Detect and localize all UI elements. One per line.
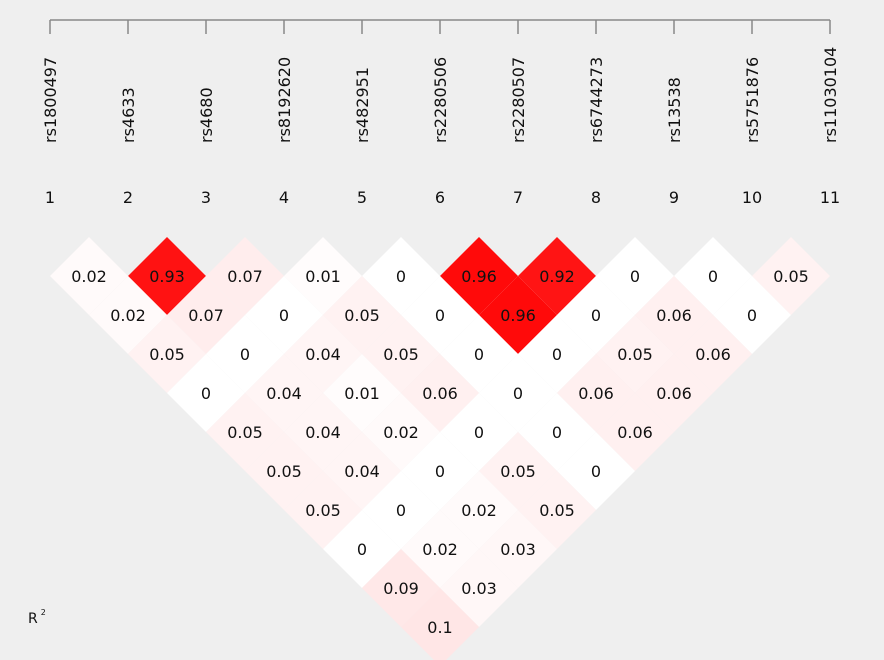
ld-cell-value: 0.02 bbox=[383, 423, 419, 442]
snp-index: 9 bbox=[669, 188, 679, 207]
ld-cell-value: 0 bbox=[552, 423, 562, 442]
snp-index: 8 bbox=[591, 188, 601, 207]
snp-labels: rs1800497 rs4633 rs4680 rs8192620 rs482951 rs… bbox=[41, 47, 840, 143]
snp-label: rs4633 bbox=[119, 87, 138, 143]
ld-cell-value: 0 bbox=[435, 306, 445, 325]
ld-cell-value: 0.09 bbox=[383, 579, 419, 598]
ld-cell-value: 0.02 bbox=[71, 267, 107, 286]
snp-label: rs5751876 bbox=[743, 57, 762, 143]
ld-cell-value: 0 bbox=[591, 462, 601, 481]
ld-cell-value: 0.04 bbox=[305, 423, 341, 442]
ld-cell-value: 0 bbox=[396, 267, 406, 286]
ld-cell bbox=[401, 588, 479, 660]
snp-label: rs2280506 bbox=[431, 57, 450, 143]
snp-index: 5 bbox=[357, 188, 367, 207]
ld-cell-value: 0.02 bbox=[422, 540, 458, 559]
ld-cell-value: 0.05 bbox=[227, 423, 263, 442]
ld-cell-value: 0 bbox=[513, 384, 523, 403]
ld-cell-value: 0.06 bbox=[617, 423, 653, 442]
ld-cell-value: 0.04 bbox=[305, 345, 341, 364]
ld-cell-value: 0 bbox=[747, 306, 757, 325]
snp-index: 1 bbox=[45, 188, 55, 207]
snp-label: rs2280507 bbox=[509, 57, 528, 143]
ld-cell-value: 0.06 bbox=[656, 384, 692, 403]
snp-label: rs8192620 bbox=[275, 57, 294, 143]
ld-cell-value: 0.07 bbox=[188, 306, 224, 325]
snp-indices: 1 2 3 4 5 6 7 8 9 10 11 bbox=[45, 188, 840, 207]
ld-cell-value: 0 bbox=[708, 267, 718, 286]
snp-index: 10 bbox=[742, 188, 762, 207]
ld-cell-value: 0.1 bbox=[427, 618, 452, 637]
snp-index: 4 bbox=[279, 188, 289, 207]
ld-cell-value: 0.05 bbox=[383, 345, 419, 364]
ld-cell-value: 0 bbox=[201, 384, 211, 403]
snp-label: rs4680 bbox=[197, 87, 216, 143]
ld-cell-value: 0.05 bbox=[539, 501, 575, 520]
snp-index: 11 bbox=[820, 188, 840, 207]
ld-cell-value: 0.02 bbox=[110, 306, 146, 325]
ld-cell-value: 0 bbox=[591, 306, 601, 325]
ld-cell-value: 0.01 bbox=[305, 267, 341, 286]
snp-label: rs13538 bbox=[665, 77, 684, 143]
ld-cell-value: 0 bbox=[240, 345, 250, 364]
ld-cell-value: 0.05 bbox=[617, 345, 653, 364]
snp-label: rs482951 bbox=[353, 67, 372, 143]
ld-cell-value: 0.06 bbox=[695, 345, 731, 364]
ld-cell-value: 0.04 bbox=[266, 384, 302, 403]
ld-cell-value: 0.06 bbox=[656, 306, 692, 325]
ld-cell-value: 0.92 bbox=[539, 267, 575, 286]
ld-cell-value: 0.04 bbox=[344, 462, 380, 481]
ld-cell-value: 0.06 bbox=[578, 384, 614, 403]
snp-axis bbox=[49, 19, 831, 34]
snp-label: rs6744273 bbox=[587, 57, 606, 143]
snp-index: 7 bbox=[513, 188, 523, 207]
ld-cell-value: 0 bbox=[396, 501, 406, 520]
ld-cell-value: 0.05 bbox=[305, 501, 341, 520]
ld-cell-value: 0 bbox=[435, 462, 445, 481]
ld-cell-value: 0.03 bbox=[500, 540, 536, 559]
ld-cell-value: 0.05 bbox=[344, 306, 380, 325]
ld-cell-value: 0 bbox=[357, 540, 367, 559]
ld-cell-value: 0.93 bbox=[149, 267, 185, 286]
ld-cell-value: 0.02 bbox=[461, 501, 497, 520]
ld-cell-value: 0.05 bbox=[149, 345, 185, 364]
snp-index: 2 bbox=[123, 188, 133, 207]
ld-cell-value: 0.96 bbox=[500, 306, 536, 325]
ld-cell-value: 0.05 bbox=[500, 462, 536, 481]
snp-label: rs11030104 bbox=[821, 47, 840, 143]
ld-cell-value: 0.05 bbox=[773, 267, 809, 286]
ld-cell-value: 0 bbox=[474, 345, 484, 364]
ld-cell-value: 0.01 bbox=[344, 384, 380, 403]
ld-cell-value: 0.06 bbox=[422, 384, 458, 403]
ld-cell-value: 0.07 bbox=[227, 267, 263, 286]
ld-cell-values: 0.02 0.93 0.07 0.01 0 0.96 0.92 0 0 0.05 0.02 0.07 0… bbox=[71, 267, 809, 637]
ld-cell-value: 0 bbox=[630, 267, 640, 286]
ld-cell-value: 0.03 bbox=[461, 579, 497, 598]
ld-cells bbox=[50, 237, 830, 660]
ld-cell-value: 0.05 bbox=[266, 462, 302, 481]
ld-cell-value: 0 bbox=[552, 345, 562, 364]
ld-cell-value: 0 bbox=[279, 306, 289, 325]
ld-cell-value: 0.96 bbox=[461, 267, 497, 286]
snp-index: 3 bbox=[201, 188, 211, 207]
snp-index: 6 bbox=[435, 188, 445, 207]
ld-cell-value: 0 bbox=[474, 423, 484, 442]
snp-label: rs1800497 bbox=[41, 57, 60, 143]
